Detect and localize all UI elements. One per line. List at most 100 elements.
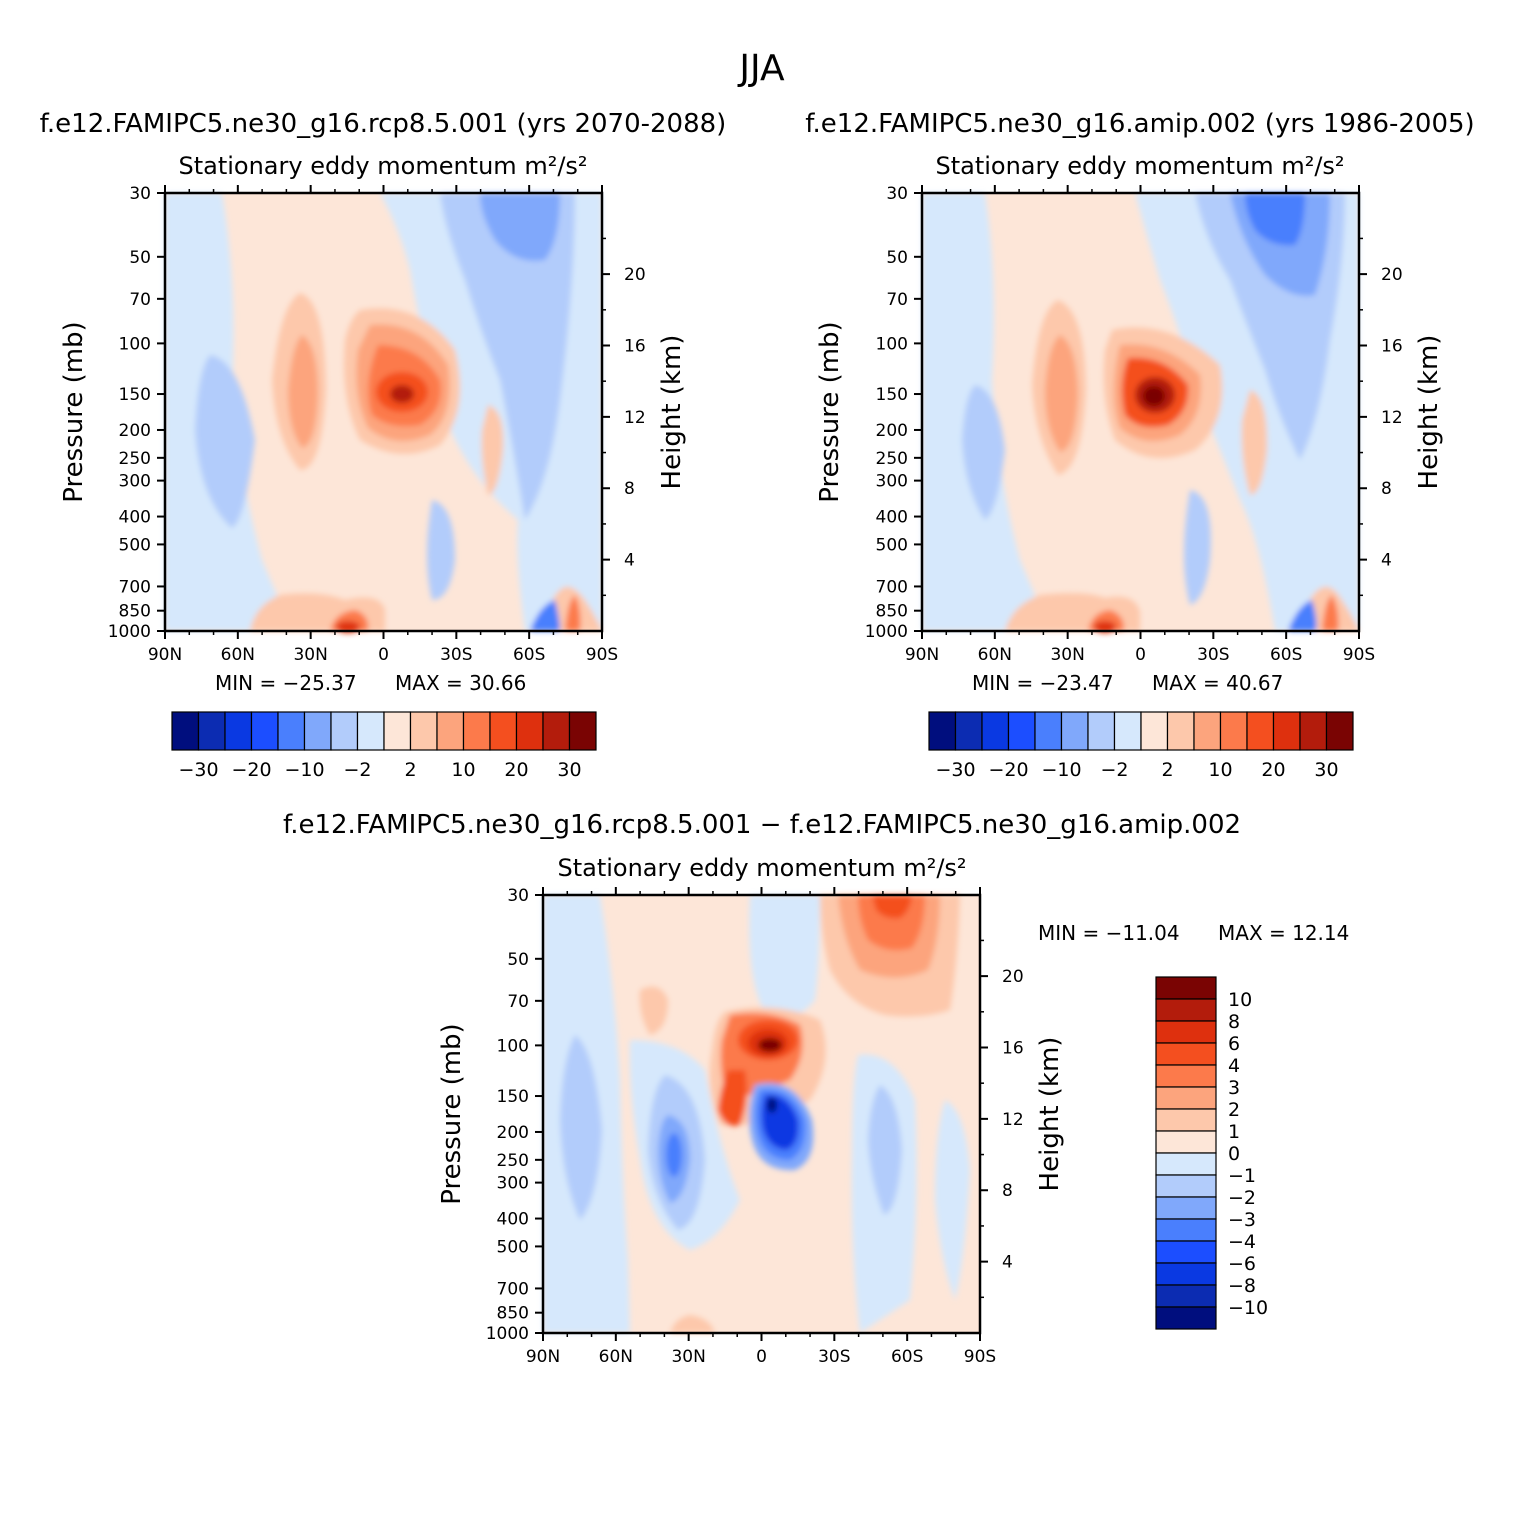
height-tick-label: 12 xyxy=(624,408,646,428)
colorbar-label: 30 xyxy=(557,759,581,781)
colorbar-swatch xyxy=(197,711,226,751)
height-tick-label: 4 xyxy=(1381,551,1392,571)
height-tick-label: 8 xyxy=(1381,479,1392,499)
x-tick-label: 60S xyxy=(1270,645,1302,665)
y-axis-right-label-diff: Height (km) xyxy=(1035,1037,1065,1192)
colorbar-swatch xyxy=(1155,1196,1217,1220)
y-axis-right-label-rcp85: Height (km) xyxy=(657,335,687,490)
plot-title-rcp85: Stationary eddy momentum m²/s² xyxy=(178,152,587,180)
colorbar-label: 3 xyxy=(1228,1077,1240,1099)
plot-title-amip: Stationary eddy momentum m²/s² xyxy=(935,152,1344,180)
y-tick-label: 50 xyxy=(886,248,908,268)
y-tick-label: 70 xyxy=(886,290,908,310)
equatorial-max xyxy=(1143,386,1165,406)
x-tick-label: 90N xyxy=(905,645,939,665)
y-tick-label: 30 xyxy=(886,184,908,204)
colorbar-label: −10 xyxy=(1228,1297,1268,1319)
colorbar-swatch xyxy=(1155,1284,1217,1308)
equatorial-positive-core xyxy=(718,1070,747,1126)
sh-polar-negative-band xyxy=(440,193,575,520)
nh-polar-upper-positive xyxy=(639,986,668,1035)
sh-polar-upper-positive-core xyxy=(858,895,925,951)
axes-amip: 90N 60N 30N 0 30S 60S 90S 30 50 70 100 150 200 250 300… xyxy=(865,184,1403,665)
colorbar-label: −6 xyxy=(1228,1253,1256,1275)
colorbar-label: −20 xyxy=(231,759,271,781)
height-tick-label: 20 xyxy=(624,265,646,285)
x-tick-label: 0 xyxy=(756,1347,767,1367)
equatorial-max xyxy=(758,1038,782,1052)
colorbar-swatch xyxy=(1155,1152,1217,1176)
colorbar-swatch xyxy=(1060,711,1089,751)
colorbar-swatch xyxy=(303,711,332,751)
y-tick-label: 150 xyxy=(119,385,151,405)
contour-field-amip xyxy=(922,193,1359,633)
x-tick-label: 90S xyxy=(1343,645,1375,665)
colorbar-label: −30 xyxy=(178,759,218,781)
case-title-amip: f.e12.FAMIPC5.ne30_g16.amip.002 (yrs 198… xyxy=(805,109,1474,139)
colorbar-label: 4 xyxy=(1228,1055,1240,1077)
x-tick-label: 60N xyxy=(978,645,1012,665)
height-tick-label: 4 xyxy=(624,551,635,571)
nh-midlat-negative xyxy=(962,385,1005,520)
equatorial-max xyxy=(390,385,414,403)
y-tick-label: 500 xyxy=(876,535,908,555)
colorbar-swatch xyxy=(1155,1174,1217,1198)
nh-subtropical-positive-core xyxy=(288,335,318,448)
y-axis-right-label-amip: Height (km) xyxy=(1414,335,1444,490)
equatorial-negative-column xyxy=(749,895,820,1020)
y-tick-label: 850 xyxy=(119,602,151,622)
contour-field-diff xyxy=(543,895,980,1333)
colorbar-label: −3 xyxy=(1228,1209,1256,1231)
colorbar-label: 20 xyxy=(1261,759,1285,781)
x-tick-label: 90S xyxy=(964,1347,996,1367)
x-tick-label: 60N xyxy=(599,1347,633,1367)
height-tick-label: 16 xyxy=(1381,336,1403,356)
sh-polar-lower-negative xyxy=(935,1100,970,1300)
y-tick-label: 700 xyxy=(497,1279,529,1299)
colorbar-swatch xyxy=(1155,1262,1217,1286)
colorbar-swatch xyxy=(277,711,306,751)
colorbar-swatch xyxy=(1155,1108,1217,1132)
colorbar-swatch xyxy=(1299,711,1328,751)
y-axis-label-diff: Pressure (mb) xyxy=(437,1023,467,1204)
colorbar-label: −2 xyxy=(343,759,371,781)
panel-rcp85: f.e12.FAMIPC5.ne30_g16.rcp8.5.001 (yrs 2… xyxy=(40,109,727,695)
y-tick-label: 30 xyxy=(507,886,529,906)
colorbar-label: −1 xyxy=(1228,1165,1256,1187)
y-tick-label: 70 xyxy=(129,290,151,310)
colorbar-label: −8 xyxy=(1228,1275,1256,1297)
y-tick-label: 300 xyxy=(119,472,151,492)
y-tick-label: 50 xyxy=(129,248,151,268)
y-tick-label: 300 xyxy=(876,472,908,492)
colorbar-swatch xyxy=(1166,711,1195,751)
colorbar-swatch xyxy=(330,711,359,751)
max-text-amip: MAX = 40.67 xyxy=(1152,671,1283,695)
height-tick-label: 8 xyxy=(624,479,635,499)
x-tick-label: 0 xyxy=(1135,645,1146,665)
colorbar-swatch xyxy=(171,711,200,751)
y-tick-label: 250 xyxy=(119,449,151,469)
y-tick-label: 150 xyxy=(876,385,908,405)
sh-subtropical-positive xyxy=(481,405,504,495)
nh-subtropical-positive-core xyxy=(1045,335,1078,452)
diff-title: f.e12.FAMIPC5.ne30_g16.rcp8.5.001 − f.e1… xyxy=(283,810,1241,840)
colorbar-swatch xyxy=(1155,1130,1217,1154)
nh-midlat-negative xyxy=(195,355,255,528)
y-tick-label: 300 xyxy=(497,1174,529,1194)
y-tick-label: 200 xyxy=(497,1123,529,1143)
colorbar-swatch xyxy=(515,711,544,751)
x-tick-label: 30S xyxy=(440,645,472,665)
colorbar-swatch xyxy=(1155,1020,1217,1044)
max-text-rcp85: MAX = 30.66 xyxy=(395,671,526,695)
colorbar-swatch xyxy=(489,711,518,751)
colorbar-swatch xyxy=(954,711,983,751)
plot-title-diff: Stationary eddy momentum m²/s² xyxy=(557,854,966,882)
sh-polar-upper-positive-peak xyxy=(872,895,912,919)
colorbar-label: 8 xyxy=(1228,1011,1240,1033)
y-tick-label: 50 xyxy=(507,950,529,970)
sh-polar-upper-negative xyxy=(480,193,560,261)
colorbar-label: −4 xyxy=(1228,1231,1256,1253)
colorbar-label: 10 xyxy=(1228,989,1252,1011)
height-tick-label: 8 xyxy=(1002,1181,1013,1201)
